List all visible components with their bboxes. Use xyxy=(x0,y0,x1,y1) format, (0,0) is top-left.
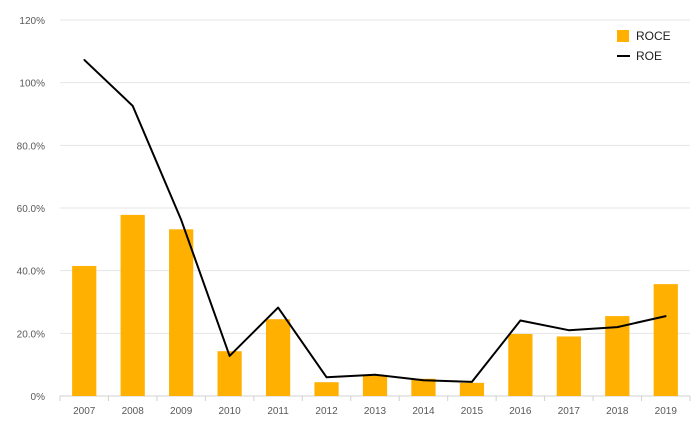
x-tick-label: 2012 xyxy=(315,406,338,417)
x-tick-label: 2016 xyxy=(509,406,532,417)
y-tick-label: 120% xyxy=(19,16,45,27)
x-tick-label: 2007 xyxy=(73,406,96,417)
roce-bar-2016 xyxy=(508,333,533,396)
x-tick-label: 2015 xyxy=(461,406,484,417)
x-tick-label: 2018 xyxy=(606,406,629,417)
y-tick-label: 0% xyxy=(31,392,46,403)
x-tick-label: 2017 xyxy=(558,406,581,417)
x-tick-label: 2008 xyxy=(122,406,145,417)
roe-point-2017 xyxy=(568,329,570,332)
roce-bar-2013 xyxy=(362,375,388,396)
roce-bar-2007 xyxy=(72,265,97,396)
roce-bar-2011 xyxy=(265,319,291,396)
x-tick-label: 2009 xyxy=(170,406,193,417)
x-tick-label: 2014 xyxy=(412,406,435,417)
roce-bars xyxy=(72,214,678,396)
legend-roce-label: ROCE xyxy=(636,29,671,43)
roce-bar-2009 xyxy=(169,229,194,396)
roce-bar-2012 xyxy=(314,382,339,396)
roe-point-2018 xyxy=(616,326,619,328)
roe-point-2008 xyxy=(131,105,134,107)
axes: 0% 20.0% 40.0% 60.0% 80.0% 100% 120% 2007 2008 20… xyxy=(17,16,691,417)
roe-point-2009 xyxy=(180,219,182,221)
roe-point-2010 xyxy=(228,355,231,357)
roe-point-2019 xyxy=(664,315,667,317)
roce-bar-2015 xyxy=(459,382,485,396)
x-tick-label: 2011 xyxy=(267,406,289,417)
y-tick-label: 100% xyxy=(19,79,45,90)
y-tick-label: 80.0% xyxy=(17,141,45,152)
gridlines xyxy=(60,19,690,334)
x-tick-label: 2010 xyxy=(218,406,241,417)
roe-point-2012 xyxy=(325,376,328,379)
y-tick-label: 20.0% xyxy=(17,329,45,340)
x-tick-label: 2013 xyxy=(364,406,387,417)
roe-point-2015 xyxy=(471,381,473,383)
roce-bar-2018 xyxy=(605,316,630,396)
legend-roce-swatch xyxy=(617,30,629,42)
roe-line-series xyxy=(83,58,667,383)
roe-point-2013 xyxy=(374,373,376,376)
roce-bar-2010 xyxy=(217,351,242,396)
legend-roe-label: ROE xyxy=(636,49,662,63)
y-tick-label: 60.0% xyxy=(17,204,45,215)
roce-bar-2019 xyxy=(653,284,678,396)
roe-point-2007 xyxy=(83,58,86,61)
y-tick-label: 40.0% xyxy=(17,267,45,278)
roe-point-2014 xyxy=(422,379,425,382)
x-tick-label: 2019 xyxy=(655,406,678,417)
roce-bar-2014 xyxy=(411,378,436,396)
roce-bar-2008 xyxy=(120,214,145,396)
roe-point-2011 xyxy=(277,306,279,309)
legend: ROCE ROE xyxy=(617,29,671,63)
roe-point-2016 xyxy=(519,319,522,322)
roce-bar-2017 xyxy=(556,336,581,396)
